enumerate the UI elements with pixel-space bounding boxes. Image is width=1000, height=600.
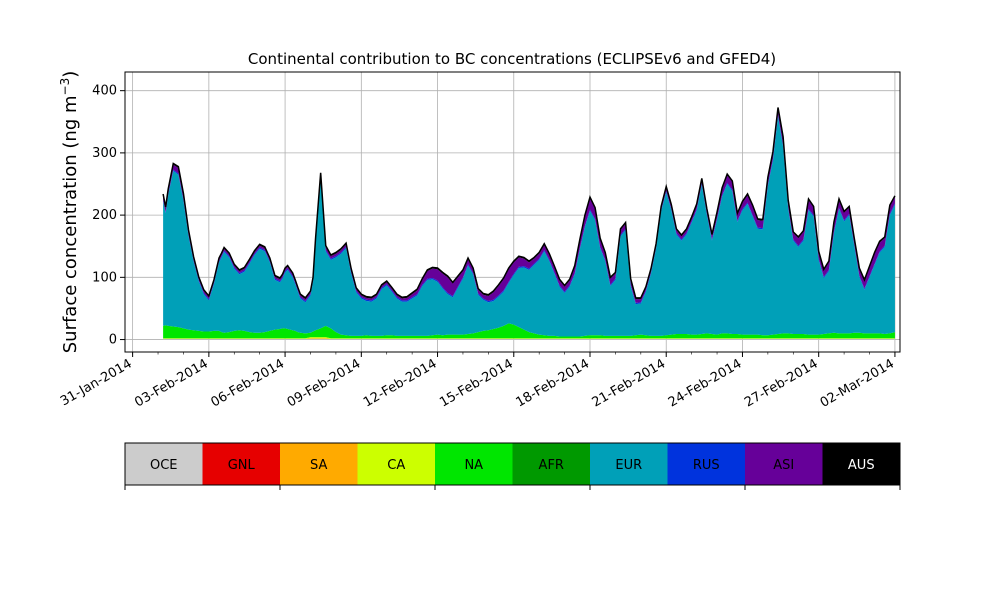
- legend-label-ca: CA: [387, 458, 405, 473]
- x-tick-label: 09-Feb-2014: [285, 356, 364, 410]
- legend-swatch-na: [435, 443, 513, 485]
- stacked-areas: [162, 107, 896, 340]
- legend-swatch-gnl: [202, 443, 280, 485]
- area-sa: [163, 338, 895, 339]
- legend-label-sa: SA: [310, 458, 327, 473]
- legend-label-afr: AFR: [539, 458, 564, 473]
- legend-swatch-oce: [125, 443, 203, 485]
- total-outline: [162, 107, 896, 299]
- legend-swatch-eur: [590, 443, 668, 485]
- area-asi: [163, 108, 895, 303]
- x-tick-label: 15-Feb-2014: [437, 356, 516, 410]
- y-tick-label: 400: [92, 84, 117, 99]
- area-ca: [163, 337, 895, 339]
- x-tick-label: 06-Feb-2014: [209, 356, 288, 410]
- plot-frame: [124, 71, 901, 353]
- legend-label-rus: RUS: [693, 458, 720, 473]
- legend-label-na: NA: [464, 458, 483, 473]
- y-tick-label: 200: [92, 208, 117, 223]
- legend-frame: [124, 442, 901, 486]
- area-oce: [163, 338, 895, 340]
- legend-swatch-rus: [667, 443, 745, 485]
- x-tick-label: 12-Feb-2014: [361, 356, 440, 410]
- legend-label-gnl: GNL: [228, 458, 256, 473]
- chart-title: Continental contribution to BC concentra…: [248, 50, 776, 68]
- area-eur: [163, 116, 895, 337]
- y-axis-label: Surface concentration (ng m−3): [58, 71, 81, 354]
- x-tick-label: 03-Feb-2014: [132, 356, 211, 410]
- legend-label-aus: AUS: [848, 458, 875, 473]
- legend-swatch-aus: [822, 443, 900, 485]
- x-tick-label: 18-Feb-2014: [513, 356, 592, 410]
- legend-label-oce: OCE: [150, 458, 178, 473]
- legend: OCE GNL SA CA NA AFR EUR RUS ASI AUS: [124, 442, 901, 490]
- legend-label-asi: ASI: [773, 458, 794, 473]
- x-tick-label: 24-Feb-2014: [666, 356, 745, 410]
- legend-swatch-afr: [512, 443, 590, 485]
- x-tick-label: 27-Feb-2014: [742, 356, 821, 410]
- y-tick-label: 0: [109, 333, 117, 348]
- legend-swatch-sa: [280, 443, 358, 485]
- area-na: [163, 323, 895, 339]
- x-tick-label: 02-Mar-2014: [818, 356, 897, 410]
- x-tick-label: 21-Feb-2014: [590, 356, 669, 410]
- legend-swatch-asi: [745, 443, 823, 485]
- y-tick-label: 300: [92, 146, 117, 161]
- x-tick-label: 31-Jan-2014: [58, 356, 135, 409]
- legend-label-eur: EUR: [615, 458, 642, 473]
- legend-swatch-ca: [357, 443, 435, 485]
- y-tick-label: 100: [92, 270, 117, 285]
